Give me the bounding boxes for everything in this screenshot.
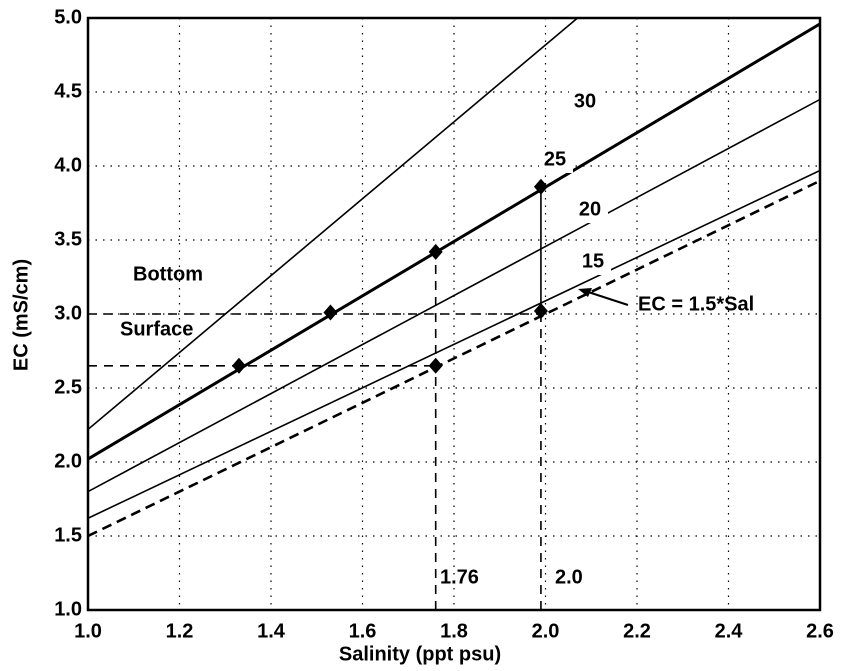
x-tick-label: 1.4 [257,620,286,642]
series-line [88,98,820,493]
series-label: 15 [582,250,604,272]
series-label: EC = 1.5*Sal [638,293,754,315]
y-tick-label: 2.5 [54,376,82,398]
x-tick-label: 1.6 [349,620,377,642]
data-point [231,357,246,374]
x-tick-label: 2.0 [532,620,560,642]
x-tick-label: 2.4 [715,620,744,642]
annotation: 1.76 [440,566,479,588]
series-line [88,169,820,519]
y-tick-label: 5.0 [54,6,82,28]
data-point [533,303,548,320]
y-tick-label: 3.5 [54,228,82,250]
x-tick-label: 2.2 [623,620,651,642]
y-axis-title: EC (mS/cm) [10,259,32,371]
y-tick-label: 1.5 [54,524,82,546]
annotation: Surface [120,318,193,340]
series-label: 20 [579,198,601,220]
series-line [88,22,820,461]
plot-frame [86,16,822,612]
arrow-head [578,288,592,297]
data-point [428,357,443,374]
label-background [577,249,611,275]
data-point [533,178,548,195]
series-line [88,179,820,538]
y-tick-label: 3.0 [54,302,82,324]
y-tick-label: 1.0 [54,598,82,620]
x-axis-title: Salinity (ppt psu) [339,643,501,665]
annotation: 2.0 [555,566,583,588]
annotation: Bottom [133,263,203,285]
y-tick-label: 4.5 [54,80,82,102]
label-background [574,197,608,223]
y-tick-label: 4.0 [54,154,82,176]
y-tick-label: 2.0 [54,450,82,472]
x-tick-label: 1.8 [440,620,468,642]
x-tick-label: 1.0 [74,620,102,642]
label-background [569,89,603,115]
data-point [323,304,338,321]
series-label: 30 [574,90,596,112]
series-line [88,18,579,431]
x-tick-label: 2.6 [806,620,834,642]
x-tick-label: 1.2 [166,620,194,642]
series-label: 25 [544,148,566,170]
data-point [428,243,443,260]
label-background [539,147,573,173]
